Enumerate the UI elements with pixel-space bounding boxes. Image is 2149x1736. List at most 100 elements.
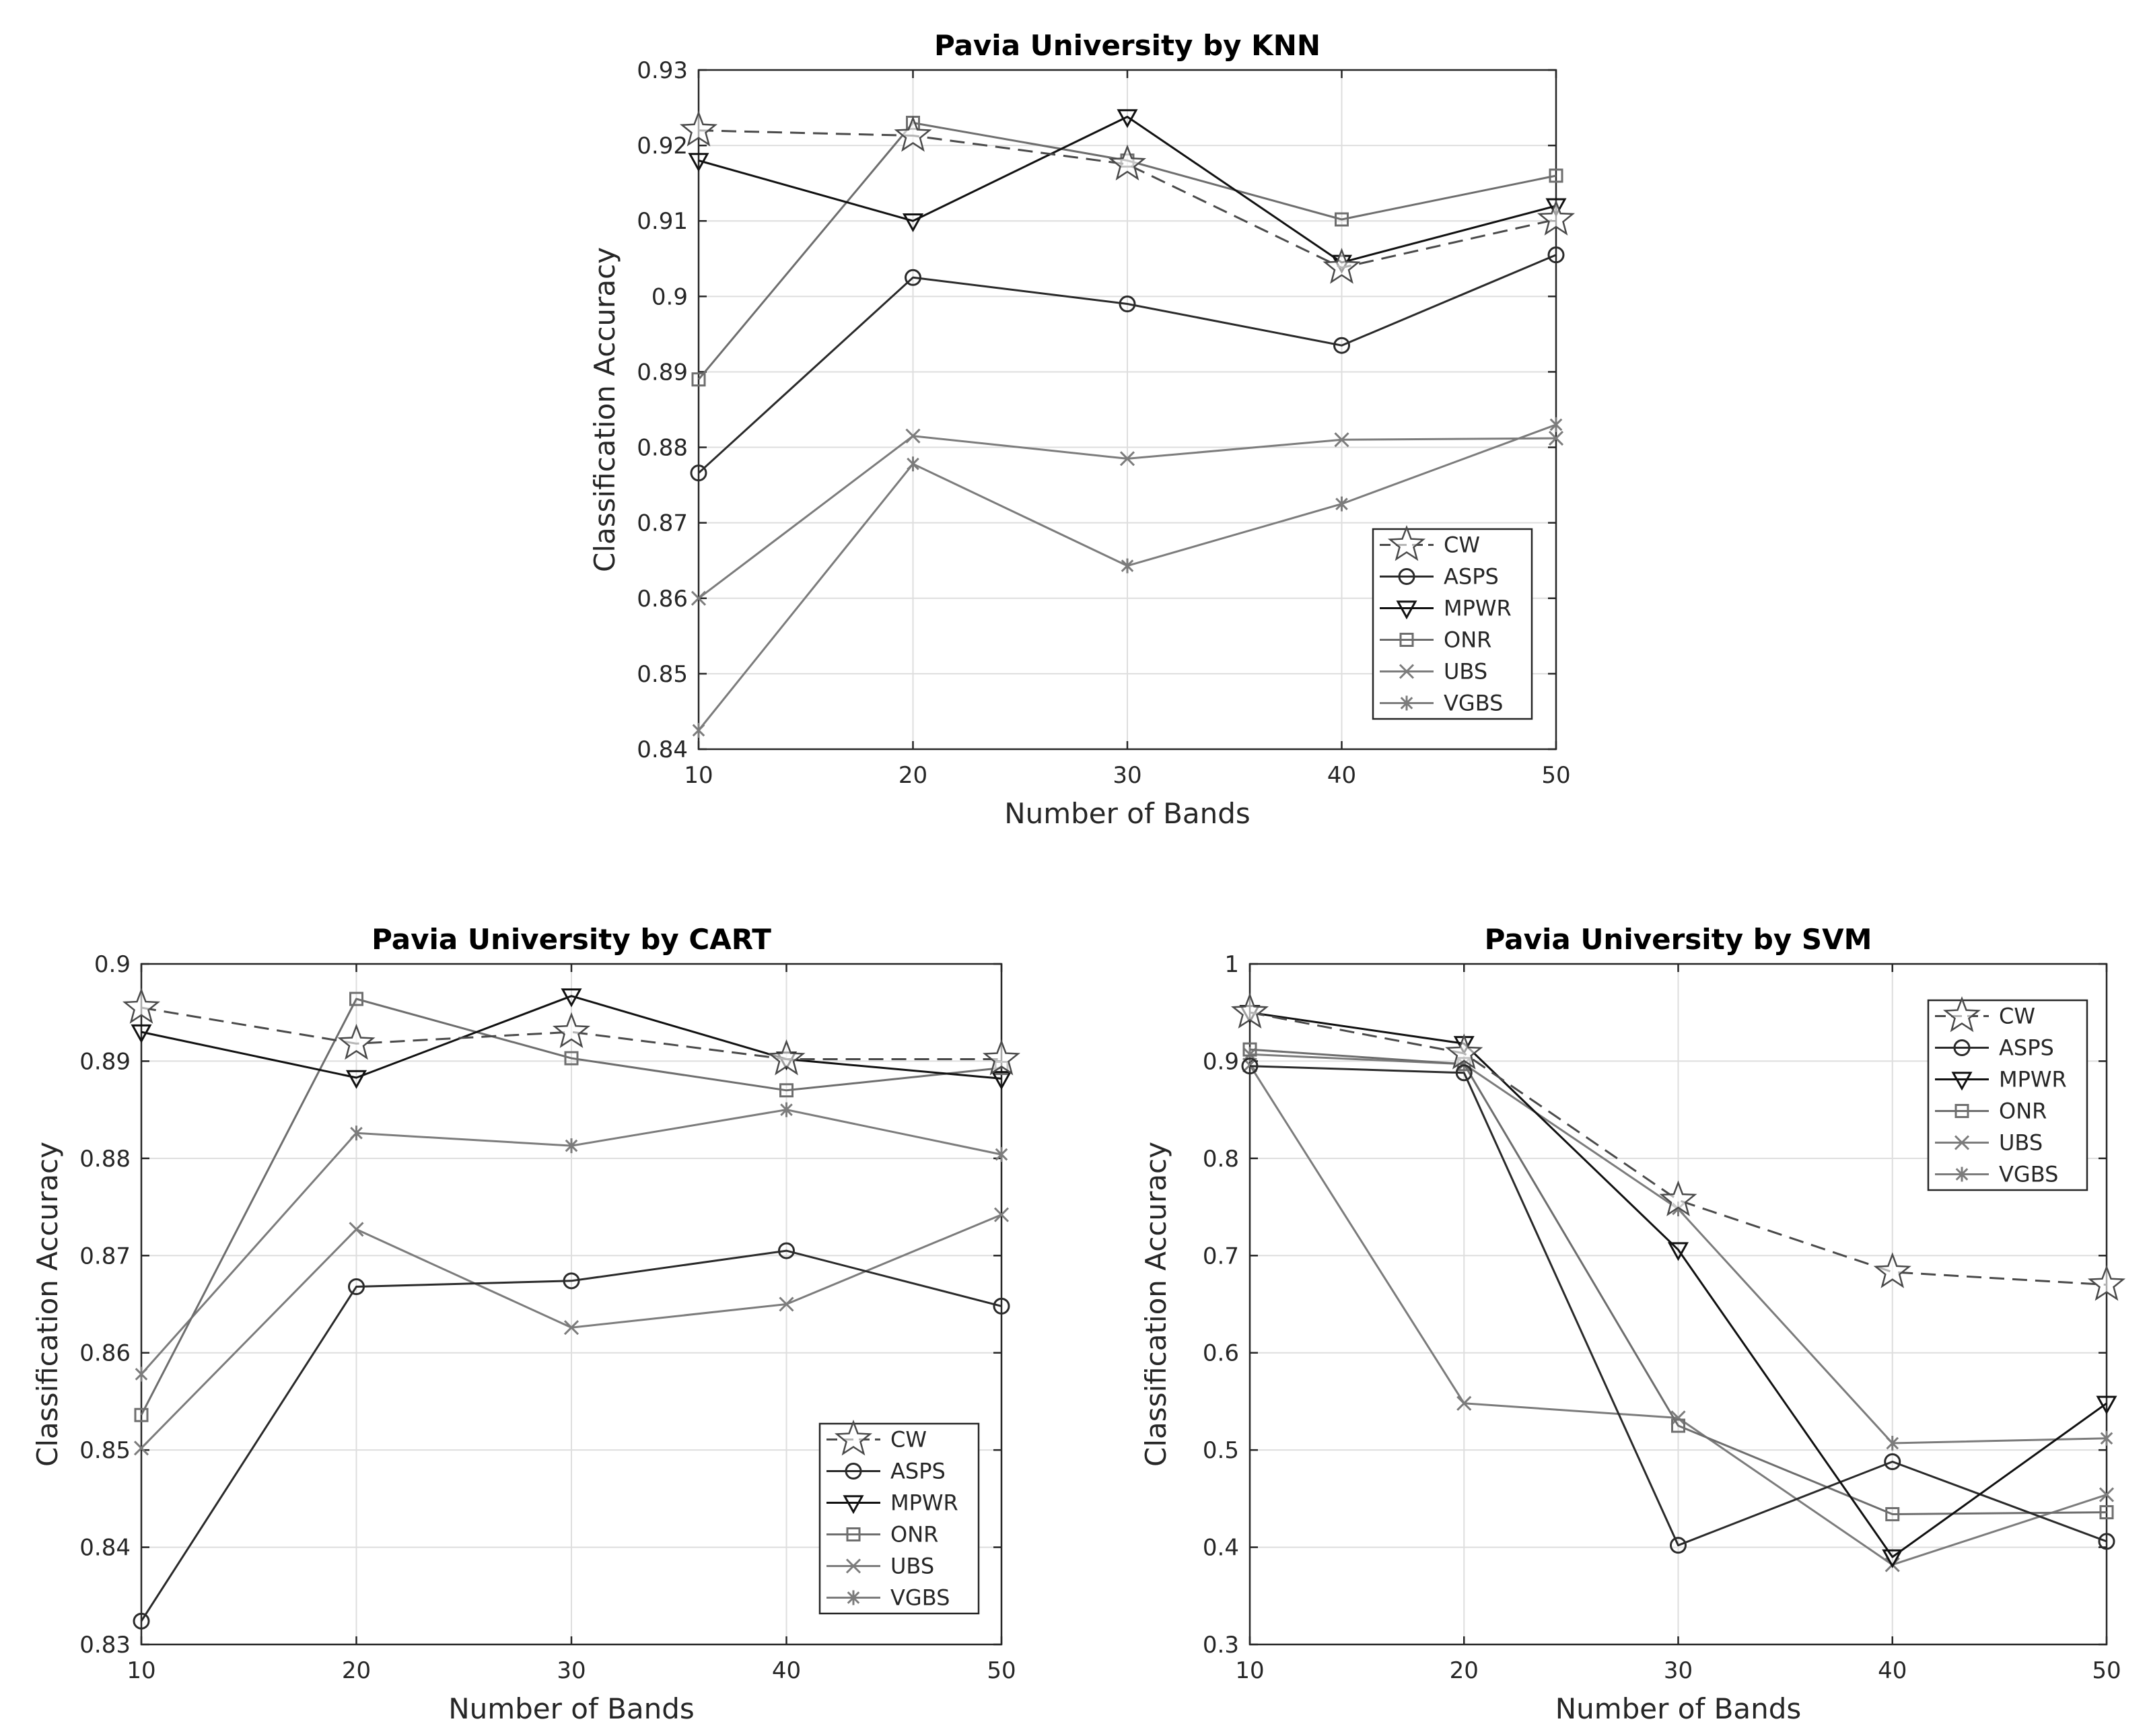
data-point-mpwr bbox=[1117, 109, 1138, 129]
series-cw bbox=[1230, 992, 2126, 1301]
x-tick-label: 20 bbox=[1450, 1657, 1479, 1684]
y-tick-label: 0.89 bbox=[79, 1048, 131, 1075]
data-point-vgbs bbox=[780, 1102, 793, 1117]
data-point-ubs bbox=[1119, 451, 1135, 466]
y-axis-label: Classification Accuracy bbox=[31, 1142, 64, 1467]
data-point-cw bbox=[894, 115, 932, 152]
legend-box bbox=[1372, 528, 1533, 720]
y-tick-label: 0.9 bbox=[1203, 1048, 1239, 1075]
data-point-ubs bbox=[905, 428, 921, 444]
legend-marker-onr bbox=[1399, 633, 1414, 647]
y-axis-label: Classification Accuracy bbox=[1139, 1142, 1172, 1467]
series-vgbs bbox=[135, 1102, 1008, 1382]
data-point-mpwr bbox=[2096, 1395, 2117, 1415]
y-tick-label: 0.8 bbox=[1203, 1146, 1239, 1173]
x-axis-label: Number of Bands bbox=[448, 1692, 695, 1725]
data-point-ubs bbox=[993, 1207, 1010, 1222]
chart-2: 10 20 30 40 50 0.3 0.4 0.5 0.6 0.7 0.8 0.9 1 Pavia Un… bbox=[1139, 923, 2126, 1725]
legend-marker-ubs bbox=[1954, 1135, 1970, 1150]
data-point-cw bbox=[1323, 248, 1361, 284]
series-line-asps bbox=[697, 254, 1557, 474]
y-tick-label: 0.6 bbox=[1203, 1340, 1239, 1367]
data-point-mpwr bbox=[1545, 198, 1567, 217]
y-tick-label: 0.91 bbox=[637, 208, 688, 235]
data-point-asps bbox=[1241, 1057, 1259, 1075]
y-tick-label: 1 bbox=[1224, 951, 1239, 978]
y-tick-label: 0.9 bbox=[651, 283, 688, 310]
data-point-onr bbox=[1242, 1042, 1257, 1057]
legend-label-cw: CW bbox=[1999, 1004, 2035, 1029]
x-tick-label: 30 bbox=[557, 1657, 586, 1684]
legend-label-asps: ASPS bbox=[890, 1459, 946, 1484]
data-point-asps bbox=[1119, 296, 1136, 313]
legend-marker-mpwr bbox=[1396, 600, 1417, 620]
y-tick-label: 0.83 bbox=[79, 1632, 131, 1659]
x-axis-label: Number of Bands bbox=[1004, 797, 1250, 830]
data-point-ubs bbox=[563, 1320, 579, 1335]
data-point-onr bbox=[134, 1408, 149, 1422]
legend-label-onr: ONR bbox=[1444, 627, 1491, 653]
legend-marker-cw bbox=[1387, 524, 1426, 561]
y-tick-label: 0.85 bbox=[79, 1437, 131, 1464]
chart-title: Pavia University by KNN bbox=[934, 29, 1320, 62]
data-point-onr bbox=[779, 1083, 794, 1098]
legend: CW ASPS MPWR ONR UBS VGBS bbox=[1372, 524, 1533, 720]
data-point-ubs bbox=[1548, 431, 1564, 446]
x-tick-label: 10 bbox=[127, 1657, 155, 1684]
x-tick-label: 10 bbox=[684, 762, 713, 789]
y-tick-label: 0.5 bbox=[1203, 1437, 1239, 1464]
series-line-asps bbox=[1249, 1065, 2107, 1547]
legend-marker-mpwr bbox=[843, 1495, 864, 1515]
x-tick-label: 40 bbox=[1327, 762, 1356, 789]
data-point-vgbs bbox=[350, 1125, 363, 1141]
legend-marker-asps bbox=[1398, 568, 1415, 585]
y-tick-label: 0.87 bbox=[637, 510, 688, 537]
legend-label-asps: ASPS bbox=[1999, 1035, 2054, 1061]
series-onr bbox=[1242, 1042, 2114, 1521]
legend: CW ASPS MPWR ONR UBS VGBS bbox=[1927, 996, 2088, 1191]
data-point-vgbs bbox=[565, 1138, 578, 1154]
series-line-asps bbox=[140, 1249, 1002, 1622]
chart-title: Pavia University by SVM bbox=[1485, 923, 1872, 956]
data-point-mpwr bbox=[345, 1070, 367, 1089]
legend-marker-asps bbox=[845, 1463, 862, 1480]
data-point-ubs bbox=[779, 1296, 794, 1312]
data-point-cw bbox=[1445, 1033, 1483, 1070]
data-point-onr bbox=[1885, 1506, 1900, 1521]
legend-marker-onr bbox=[1954, 1104, 1969, 1118]
data-point-asps bbox=[348, 1278, 365, 1296]
data-point-vgbs bbox=[692, 722, 705, 738]
data-point-cw bbox=[767, 1039, 806, 1076]
legend-marker-cw bbox=[1942, 996, 1981, 1033]
legend-label-vgbs: VGBS bbox=[1444, 691, 1503, 716]
legend-marker-cw bbox=[834, 1419, 873, 1456]
series-asps bbox=[133, 1242, 1010, 1630]
x-axis-label: Number of Bands bbox=[1555, 1692, 1802, 1725]
chart-0: 10 20 30 40 50 0.84 0.85 0.86 0.87 0.88 0.89 0.9 0.9… bbox=[588, 29, 1576, 830]
data-point-asps bbox=[2098, 1533, 2115, 1550]
data-point-asps bbox=[133, 1612, 150, 1630]
y-tick-label: 0.84 bbox=[637, 736, 688, 763]
data-point-cw bbox=[337, 1023, 376, 1060]
series-line-mpwr bbox=[141, 995, 1002, 1080]
data-point-onr bbox=[1549, 168, 1563, 183]
data-point-mpwr bbox=[1882, 1549, 1903, 1568]
data-point-ubs bbox=[1456, 1395, 1472, 1411]
data-point-cw bbox=[1537, 199, 1576, 236]
data-point-ubs bbox=[133, 1440, 149, 1456]
series-ubs bbox=[133, 1207, 1010, 1456]
x-tick-label: 40 bbox=[1878, 1657, 1907, 1684]
series-vgbs bbox=[692, 417, 1563, 738]
legend-marker-asps bbox=[1953, 1039, 1971, 1056]
data-point-mpwr bbox=[902, 213, 924, 232]
legend-marker-vgbs bbox=[1955, 1167, 1969, 1182]
legend-label-ubs: UBS bbox=[1999, 1130, 2043, 1156]
x-tick-label: 20 bbox=[899, 762, 927, 789]
data-point-ubs bbox=[2099, 1487, 2115, 1502]
data-point-cw bbox=[1230, 992, 1269, 1029]
data-point-asps bbox=[1333, 337, 1350, 354]
data-point-asps bbox=[690, 464, 707, 482]
legend-marker-vgbs bbox=[847, 1590, 860, 1605]
x-tick-label: 20 bbox=[342, 1657, 371, 1684]
